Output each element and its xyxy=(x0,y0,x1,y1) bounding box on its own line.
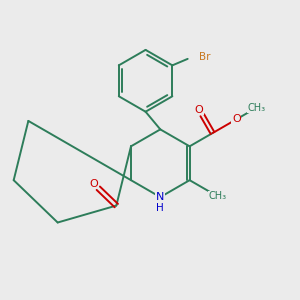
Text: Br: Br xyxy=(199,52,210,62)
Text: H: H xyxy=(156,203,164,213)
Text: CH₃: CH₃ xyxy=(208,191,227,201)
Text: CH₃: CH₃ xyxy=(248,103,266,112)
Text: O: O xyxy=(232,114,241,124)
Text: N: N xyxy=(156,192,164,202)
Text: O: O xyxy=(89,179,98,189)
Text: O: O xyxy=(195,105,203,115)
